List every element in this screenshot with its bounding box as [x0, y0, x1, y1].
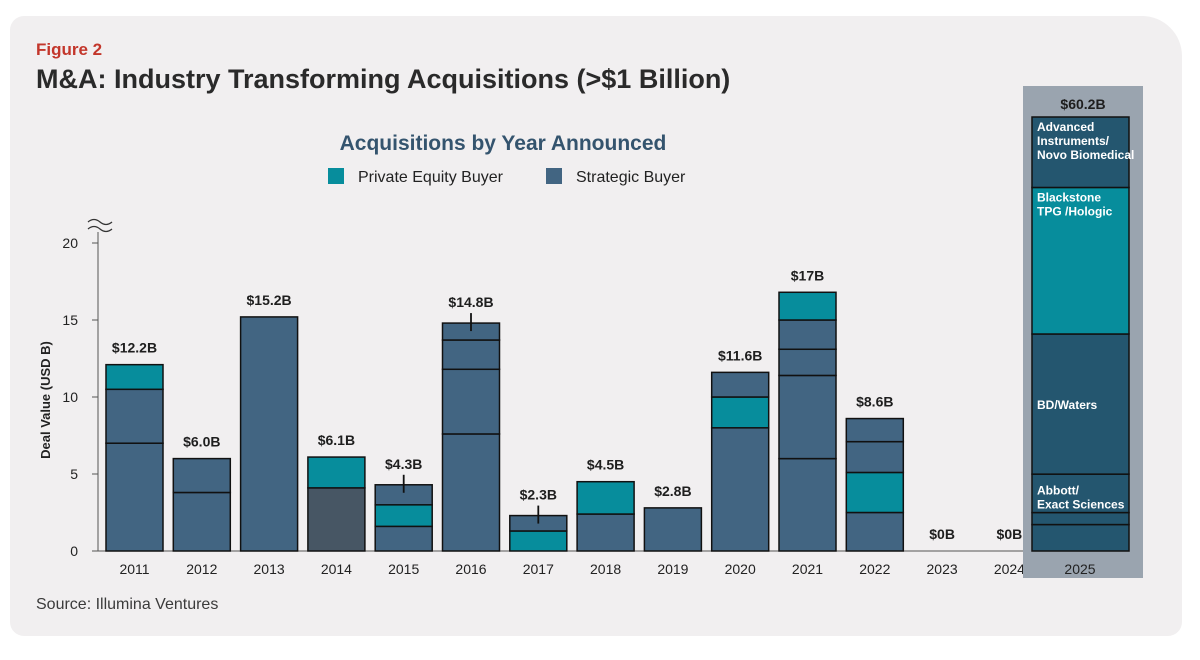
bar-segment-2022	[845, 511, 905, 552]
bar-segment-2018	[576, 513, 635, 552]
bar-segment-2020	[710, 427, 770, 552]
bar-segment-2025	[1031, 333, 1130, 475]
bar-segment-2020	[710, 371, 770, 398]
bar-total-label-2012: $6.0B	[183, 434, 220, 450]
bar-segment-2015	[374, 504, 433, 528]
segment-label-2025: Exact Sciences	[1037, 498, 1125, 512]
bar-segment-2025	[1031, 186, 1130, 335]
x-tick-label-2014: 2014	[321, 561, 352, 577]
bar-segment-2025	[1031, 523, 1130, 552]
bar-segment-2022	[845, 417, 905, 443]
bar-segment-2014	[307, 456, 366, 489]
bar-total-label-2015: $4.3B	[385, 456, 422, 472]
x-tick-label-2011: 2011	[119, 561, 149, 577]
bar-segment-2013	[239, 316, 299, 552]
legend-label-private-equity: Private Equity Buyer	[358, 169, 504, 186]
x-tick-label-2015: 2015	[388, 561, 419, 577]
x-tick-label-2021: 2021	[792, 561, 823, 577]
segment-label-2025: Advanced	[1037, 120, 1094, 134]
bar-segment-2016	[441, 339, 501, 371]
x-tick-label-2019: 2019	[657, 561, 688, 577]
bar-segment-2012	[172, 457, 232, 494]
y-tick-label: 10	[62, 389, 78, 405]
bar-segment-2011	[105, 388, 164, 444]
figure-title: M&A: Industry Transforming Acquisitions …	[36, 64, 731, 94]
x-tick-label-2025: 2025	[1064, 561, 1095, 577]
bar-segment-2022	[845, 471, 905, 514]
x-tick-label-2018: 2018	[590, 561, 621, 577]
x-tick-label-2013: 2013	[254, 561, 285, 577]
bar-total-label-2011: $12.2B	[112, 340, 157, 356]
axis-break-mark	[87, 218, 113, 226]
bar-segment-2017	[509, 530, 568, 552]
x-tick-label-2022: 2022	[859, 561, 890, 577]
bar-segment-2021	[778, 291, 837, 321]
bar-segment-2025	[1031, 116, 1130, 189]
axis-break-mark	[87, 225, 113, 233]
x-tick-label-2012: 2012	[186, 561, 217, 577]
bar-total-label-2024: $0B	[997, 526, 1023, 542]
segment-label-2025: Blackstone	[1037, 190, 1101, 204]
bar-segment-2011	[105, 442, 164, 552]
chart-subtitle: Acquisitions by Year Announced	[340, 132, 667, 155]
bar-total-label-2021: $17B	[791, 267, 824, 283]
figure-label: Figure 2	[36, 40, 103, 59]
bar-segment-2018	[576, 480, 635, 515]
bar-total-label-2023: $0B	[929, 526, 955, 542]
x-tick-label-2016: 2016	[455, 561, 486, 577]
y-tick-label: 0	[70, 543, 78, 559]
source-note: Source: Illumina Ventures	[36, 596, 219, 613]
bar-segment-2021	[778, 374, 837, 460]
bar-segment-2016	[441, 433, 501, 552]
y-axis-label: Deal Value (USD B)	[38, 341, 53, 459]
bar-segment-2022	[845, 440, 905, 474]
bar-total-label-2020: $11.6B	[718, 347, 762, 363]
bar-segment-2021	[778, 348, 837, 377]
segment-label-2025: Instruments/	[1037, 134, 1110, 148]
legend-swatch-strategic	[546, 168, 562, 184]
bar-total-label-2014: $6.1B	[318, 432, 355, 448]
segment-label-2025: Abbott/	[1037, 484, 1080, 498]
bar-segment-2019	[643, 507, 703, 552]
bar-segment-2025	[1031, 473, 1130, 514]
x-tick-label-2020: 2020	[725, 561, 756, 577]
bar-segment-2021	[778, 457, 837, 552]
bar-segment-2011	[105, 363, 164, 391]
segment-label-2025: TPG /Hologic	[1037, 204, 1113, 218]
bar-total-label-2016: $14.8B	[448, 294, 493, 310]
bar-total-label-2022: $8.6B	[856, 394, 893, 410]
bar-segment-2021	[778, 319, 837, 351]
bar-segment-2015	[374, 525, 433, 552]
legend-swatch-private-equity	[328, 168, 344, 184]
x-tick-label-2024: 2024	[994, 561, 1025, 577]
bar-total-label-2019: $2.8B	[654, 483, 691, 499]
bar-segment-2020	[710, 396, 770, 429]
bar-segment-2014	[307, 487, 366, 552]
bar-total-label-2018: $4.5B	[587, 457, 624, 473]
y-tick-label: 15	[62, 312, 78, 328]
legend-label-strategic: Strategic Buyer	[576, 169, 686, 186]
segment-label-2025: Novo Biomedical	[1037, 148, 1134, 162]
y-tick-label: 5	[70, 466, 78, 482]
bar-segment-2012	[172, 491, 232, 552]
segment-label-2025: BD/Waters	[1037, 398, 1098, 412]
bar-total-label-2025: $60.2B	[1060, 96, 1105, 112]
bar-segment-2016	[441, 368, 501, 435]
x-tick-label-2017: 2017	[523, 561, 554, 577]
bar-total-label-2017: $2.3B	[520, 487, 557, 503]
y-tick-label: 20	[62, 235, 78, 251]
bar-segment-2025	[1031, 511, 1130, 526]
bar-total-label-2013: $15.2B	[247, 292, 292, 308]
x-tick-label-2023: 2023	[927, 561, 958, 577]
